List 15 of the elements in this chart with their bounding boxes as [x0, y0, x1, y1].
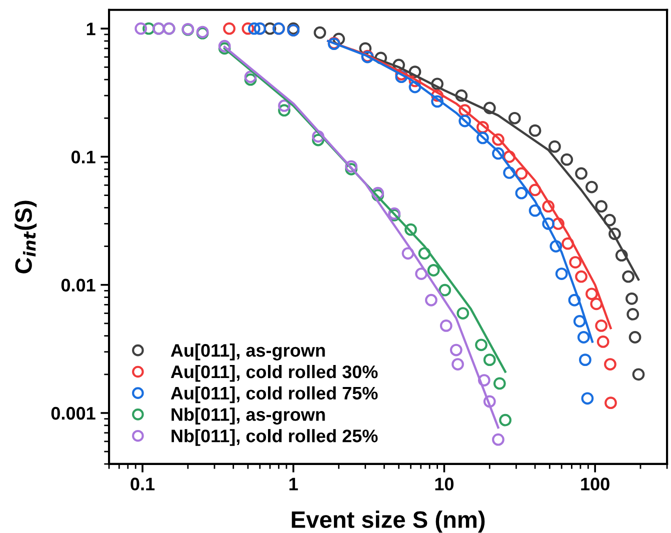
legend-label: Nb[011], cold rolled 25% — [172, 429, 378, 446]
y-tick-label: 0.1 — [71, 150, 96, 164]
y-tick-label: 1 — [86, 22, 96, 36]
x-tick-label: 0.1 — [130, 478, 155, 490]
legend-label: Au[011], cold rolled 75% — [170, 386, 378, 404]
y-tick-label: 0.001 — [51, 406, 96, 420]
x-axis-title: Event size S (nm) — [292, 510, 485, 533]
legend-label: Au[011], cold rolled 30% — [170, 364, 378, 382]
x-tick-label: 100 — [581, 478, 610, 490]
legend-label: Au[011], as-grown — [170, 344, 325, 360]
y-axis-title: C$_{int}$(S) — [14, 200, 37, 274]
y-tick-label: 0.01 — [61, 278, 96, 292]
x-tick-label: 1 — [289, 478, 298, 490]
x-tick-label: 10 — [435, 478, 454, 490]
legend-label: Nb[011], as-grown — [172, 408, 325, 425]
